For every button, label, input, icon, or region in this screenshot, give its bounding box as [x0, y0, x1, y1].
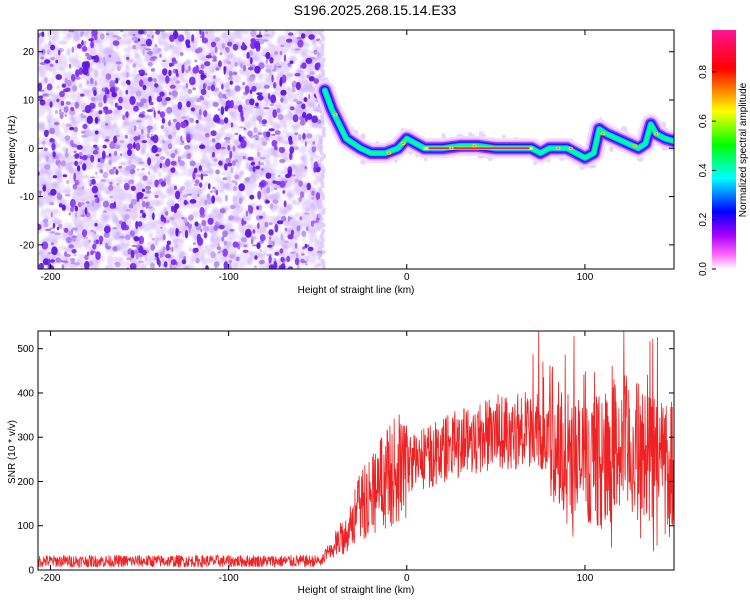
- x-tick-label: 0: [404, 272, 410, 283]
- x-tick-label: 0: [404, 573, 410, 584]
- top-y-axis-label: Frequency (Hz): [7, 116, 18, 185]
- x-tick-label: 100: [577, 573, 594, 584]
- x-tick-label: -200: [40, 272, 60, 283]
- y-tick-label: 500: [17, 344, 34, 355]
- bottom-x-axis: -200 -100 0 100: [40, 331, 594, 584]
- colorbar-tick-label: 0.8: [698, 64, 709, 78]
- noise-region: [38, 30, 327, 269]
- y-tick-label: 300: [17, 433, 34, 444]
- bottom-y-axis-label: SNR (10 * v/v): [7, 420, 18, 484]
- colorbar-tick-label: 0.2: [698, 212, 709, 226]
- colorbar: 0.0 0.2 0.4 0.6 0.8 Normalized spectral ampl…: [698, 30, 749, 276]
- snr-series-line: [38, 331, 674, 569]
- colorbar-gradient: [712, 30, 736, 269]
- spectral-ridge: [314, 77, 674, 170]
- colorbar-tick-label: 0.0: [698, 262, 709, 276]
- bottom-y-axis: 0 100 200 300 400 500: [17, 344, 674, 577]
- x-tick-label: -100: [219, 573, 239, 584]
- y-tick-label: 400: [17, 388, 34, 399]
- colorbar-ticks: 0.0 0.2 0.4 0.6 0.8: [698, 64, 716, 276]
- x-tick-label: -200: [40, 573, 60, 584]
- snr-frame: [37, 330, 675, 571]
- colorbar-tick-label: 0.6: [698, 114, 709, 128]
- colorbar-tick-label: 0.4: [698, 163, 709, 177]
- y-tick-label: 200: [17, 477, 34, 488]
- y-tick-label: -10: [20, 192, 35, 203]
- chart-title: S196.2025.268.15.14.E33: [293, 2, 457, 18]
- colorbar-label: Normalized spectral amplitude: [738, 82, 749, 217]
- top-x-axis-label: Height of straight line (km): [298, 285, 415, 296]
- y-tick-label: 100: [17, 521, 34, 532]
- x-tick-label: 100: [577, 272, 594, 283]
- top-y-axis: -20 -10 0 10 20: [20, 47, 674, 251]
- top-x-axis: -200 -100 0 100: [40, 30, 594, 283]
- y-tick-label: 0: [28, 144, 34, 155]
- snr-background: [38, 331, 674, 570]
- y-tick-label: 0: [28, 566, 34, 577]
- snr-panel: -200 -100 0 100 0 100 200 300 400 500 Height of …: [7, 330, 675, 596]
- spectrogram-frame: [37, 29, 675, 270]
- x-tick-label: -100: [219, 272, 239, 283]
- bottom-x-axis-label: Height of straight line (km): [298, 585, 415, 596]
- y-tick-label: 10: [23, 96, 35, 107]
- y-tick-label: 20: [23, 47, 35, 58]
- y-tick-label: -20: [20, 240, 35, 251]
